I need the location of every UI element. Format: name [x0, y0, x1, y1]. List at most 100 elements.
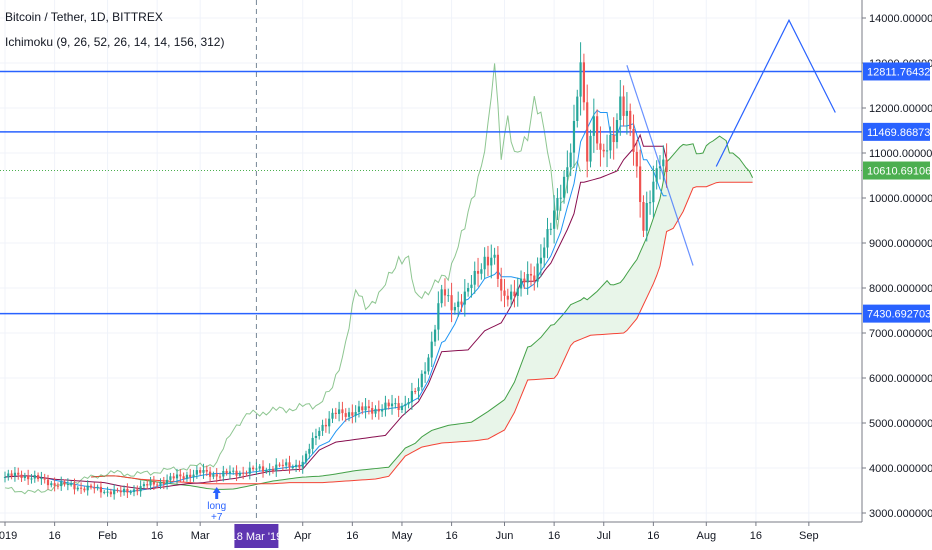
candle-body: [139, 486, 142, 492]
candle: [86, 480, 89, 496]
drawings[interactable]: [626, 18, 836, 266]
candle: [500, 267, 503, 302]
candle-body: [394, 403, 397, 405]
lagging-span: [4, 63, 582, 495]
candle: [205, 465, 208, 477]
candle: [318, 427, 321, 440]
candle-body: [645, 203, 648, 231]
time-tick-label: Aug: [697, 530, 717, 542]
candle-body: [258, 466, 261, 469]
candle: [490, 244, 493, 279]
candle-body: [463, 291, 466, 305]
candle-body: [625, 110, 629, 116]
candle: [460, 294, 463, 313]
time-tick-label: 16: [647, 530, 659, 542]
candle-body: [496, 254, 499, 279]
candle: [199, 467, 202, 476]
candle-body: [619, 96, 622, 121]
candle-body: [43, 477, 46, 480]
horizontal-lines[interactable]: [0, 0, 862, 522]
candle: [357, 400, 361, 418]
candle: [443, 278, 447, 307]
candle: [185, 471, 189, 482]
candle-body: [79, 487, 83, 489]
candle-body: [543, 247, 546, 258]
candle: [427, 354, 430, 375]
candle-body: [430, 341, 433, 358]
candle-body: [182, 476, 185, 479]
candle-body: [632, 128, 635, 152]
candle: [596, 109, 599, 150]
candle: [103, 489, 106, 495]
candle: [639, 149, 642, 218]
candle-body: [602, 149, 605, 152]
indicator-legend[interactable]: Ichimoku (9, 26, 52, 26, 14, 14, 156, 31…: [5, 35, 224, 49]
candle: [245, 470, 248, 477]
candle: [400, 402, 404, 414]
candle: [503, 278, 506, 308]
candle-body: [344, 413, 347, 417]
candle-body: [615, 120, 619, 143]
candle: [463, 279, 466, 317]
candle: [275, 458, 278, 477]
price-axis[interactable]: 3000.00000000 4000.00000000 5000.00000000 6…: [861, 0, 932, 550]
candle: [582, 53, 585, 111]
time-tick-label: 16: [750, 530, 762, 542]
candle-body: [235, 470, 238, 476]
candle-body: [453, 307, 456, 311]
candle: [562, 170, 566, 204]
candle-body: [569, 152, 572, 168]
candle-body: [364, 406, 367, 411]
candle: [450, 282, 453, 323]
time-axis[interactable]: 2019 16 Feb 16 Mar Apr 16 May 16 Jun 16 Jul 16 Aug 16 S…: [0, 521, 932, 550]
candle-body: [298, 464, 301, 468]
line-price-tag: [863, 304, 930, 323]
candle: [50, 480, 53, 488]
candle: [106, 486, 109, 497]
candle: [417, 378, 420, 400]
candle-body: [23, 475, 26, 479]
candle: [278, 462, 281, 468]
candle-body: [523, 278, 526, 283]
candle: [208, 466, 212, 482]
candle-body: [556, 197, 559, 211]
candle-body: [159, 481, 162, 486]
trend-line: [626, 65, 694, 266]
candle: [291, 464, 294, 470]
candle: [189, 468, 192, 483]
candle-body: [486, 256, 490, 266]
candle: [195, 465, 198, 479]
candle-body: [473, 270, 476, 285]
candle: [334, 407, 337, 419]
candle-body: [46, 479, 50, 486]
candle-body: [480, 269, 483, 274]
candle-body: [596, 116, 599, 144]
candle-body: [334, 412, 337, 414]
candle: [129, 489, 132, 495]
candle: [202, 463, 205, 479]
candle-body: [73, 483, 76, 490]
candle: [27, 469, 30, 485]
candle: [232, 467, 235, 475]
candle-body: [404, 404, 407, 406]
candle-body: [86, 485, 89, 491]
candle-body: [371, 408, 374, 414]
price-tick-label: 11000.00000000: [869, 148, 932, 160]
candle: [261, 460, 265, 478]
candle-body: [304, 453, 308, 462]
candle-body: [605, 150, 609, 152]
candle: [424, 362, 427, 383]
candle: [553, 195, 556, 244]
candle-body: [655, 168, 658, 182]
candle: [159, 478, 162, 490]
candle: [599, 126, 602, 167]
candle: [496, 246, 499, 288]
candle-body: [311, 437, 314, 449]
candle-body: [642, 202, 645, 231]
candle: [367, 399, 370, 415]
candle: [420, 370, 423, 391]
marker-label: +7: [211, 512, 223, 523]
candle-body: [265, 469, 268, 472]
candle-body: [519, 278, 523, 289]
